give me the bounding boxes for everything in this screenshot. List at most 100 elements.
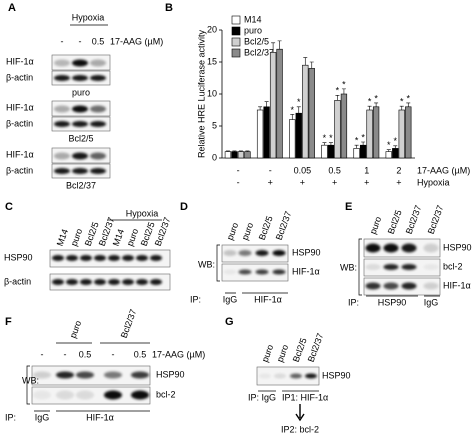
- bar: [340, 93, 348, 159]
- error-bar: [309, 61, 314, 69]
- blot-band: [72, 121, 88, 127]
- blot-band: [56, 390, 74, 400]
- bar: [276, 48, 283, 159]
- treatment-unit: 17-AAG (µM): [110, 36, 163, 46]
- ip-group: IgG: [223, 294, 238, 304]
- legend-label: M14: [244, 14, 262, 24]
- ip-label: IP:: [5, 412, 16, 422]
- blot-band: [54, 121, 70, 127]
- treatment-label: 0.5: [134, 349, 147, 359]
- treatment-unit: 17-AAG (µM): [152, 349, 205, 359]
- blot-band: [54, 152, 70, 160]
- bar: [398, 109, 405, 159]
- bar: [405, 106, 412, 159]
- hypoxia-label: +: [268, 177, 273, 187]
- bar: [385, 151, 392, 159]
- bar: [237, 151, 245, 159]
- blot-band: [136, 279, 148, 285]
- bar: [224, 151, 232, 159]
- protein-label: β-actin: [6, 165, 33, 175]
- ip-label: IP2: bcl-2: [281, 424, 319, 434]
- blot-band: [56, 371, 74, 379]
- error-bar: [296, 106, 301, 114]
- protein-label: β-actin: [6, 72, 33, 82]
- blot-band: [136, 255, 148, 261]
- bar: [295, 112, 302, 159]
- cell-line-label: puro: [72, 87, 90, 97]
- blot-band: [54, 75, 70, 81]
- blot-band: [274, 373, 286, 379]
- blot-band: [90, 168, 106, 174]
- significance-mark: *: [374, 93, 378, 103]
- condition-label: Hypoxia: [72, 12, 105, 22]
- protein-label: HIF-1α: [6, 56, 34, 66]
- blot-band: [90, 152, 106, 160]
- significance-mark: *: [361, 132, 365, 142]
- blot-band: [423, 264, 439, 270]
- hypoxia-label: +: [300, 177, 305, 187]
- bar: [392, 148, 399, 159]
- ip-group: IgG: [424, 297, 439, 307]
- blot-band: [104, 371, 122, 379]
- arrow: [295, 404, 305, 422]
- significance-mark: *: [355, 136, 359, 146]
- blot-band: [66, 255, 78, 261]
- blot-band: [223, 269, 237, 275]
- error-bar: [232, 150, 237, 152]
- blot-band: [76, 371, 94, 379]
- blot-band: [401, 264, 417, 270]
- hypoxia-label: +: [364, 177, 369, 187]
- blot-band: [383, 282, 399, 290]
- bar: [231, 151, 238, 159]
- bar: [353, 148, 360, 159]
- blot-band: [72, 168, 88, 174]
- significance-mark: *: [336, 86, 340, 96]
- legend-label: Bcl2/37: [244, 47, 274, 57]
- protein-label: HIF-1α: [292, 266, 320, 276]
- bar: [308, 68, 315, 159]
- x-axis-label: 17-AAG (µM): [417, 165, 470, 175]
- blot-band: [54, 168, 70, 174]
- ip-group: IgG: [35, 412, 50, 422]
- blot-band: [131, 390, 149, 400]
- wb-label: WB:: [22, 375, 39, 385]
- panel-letter: G: [225, 316, 234, 328]
- blot-band: [52, 279, 64, 285]
- blot-band: [90, 121, 106, 127]
- treatment-label: -: [41, 349, 44, 359]
- panel-letter: F: [5, 316, 12, 328]
- ip-label: IP: IgG: [248, 392, 276, 402]
- blot-band: [150, 279, 162, 285]
- y-tick-label: 20: [207, 24, 217, 34]
- blot-band: [255, 269, 269, 275]
- blot-band: [365, 264, 381, 270]
- error-bar: [374, 102, 379, 107]
- significance-mark: *: [387, 140, 391, 150]
- blot-band: [72, 75, 88, 81]
- significance-mark: *: [368, 97, 372, 107]
- blot-band: [54, 59, 70, 67]
- wb-label: WB:: [340, 262, 357, 272]
- error-bar: [393, 145, 398, 149]
- blot-band: [33, 390, 51, 400]
- error-bar: [225, 150, 230, 152]
- blot-band: [72, 105, 88, 113]
- blot-band: [272, 250, 286, 256]
- blot-band: [76, 390, 94, 400]
- blot-band: [290, 373, 302, 379]
- legend-label: Bcl2/5: [244, 36, 269, 46]
- error-bar: [386, 149, 391, 152]
- y-tick-label: 15: [207, 56, 217, 66]
- treatment-label: -: [64, 349, 67, 359]
- blot-band: [66, 279, 78, 285]
- bar: [269, 52, 277, 159]
- blot-band: [383, 264, 399, 270]
- blot-band: [122, 279, 134, 285]
- error-bar: [328, 142, 333, 146]
- protein-label: HIF-1α: [6, 102, 34, 112]
- bar: [359, 144, 367, 159]
- error-bar: [361, 141, 366, 146]
- blot-band: [401, 243, 417, 253]
- bar: [244, 151, 251, 159]
- protein-label: HIF-1α: [6, 149, 34, 159]
